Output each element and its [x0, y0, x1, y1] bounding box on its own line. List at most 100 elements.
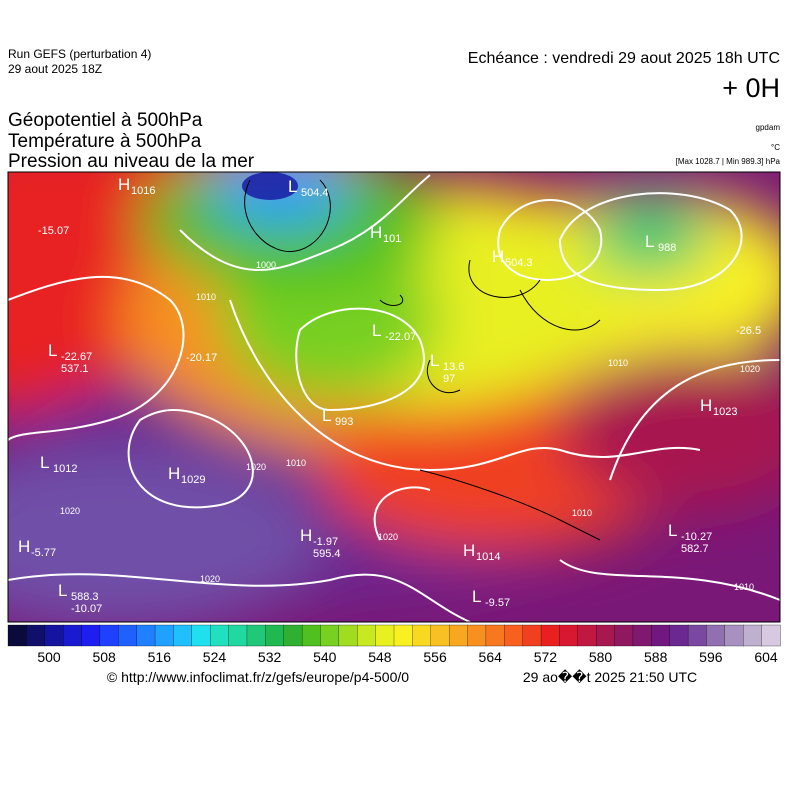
run: Run GEFS (perturbation 4): [8, 47, 151, 61]
pressure-center-value: 993: [335, 416, 353, 428]
isobar-label: 1010: [286, 458, 306, 468]
colorbar-swatch: [81, 624, 101, 647]
colorbar-swatch: [44, 624, 64, 647]
pressure-center-value: 97: [443, 373, 455, 385]
colorbar-swatch: [724, 624, 744, 647]
isobar-label: 1010: [572, 508, 592, 518]
pressure-center-letter: H: [300, 526, 312, 545]
pressure-center-value: 988: [658, 242, 676, 254]
colorbar-swatch: [540, 624, 561, 647]
colorbar-swatch: [412, 624, 432, 647]
colorbar-swatch: [485, 624, 505, 647]
colorbar-swatch: [210, 624, 230, 647]
pressure-center-value: 504.3: [505, 257, 533, 269]
isobar-label: 1020: [60, 506, 80, 516]
field: Géopotentiel à 500hPa: [8, 110, 203, 131]
temperature-label: -15.07: [38, 225, 69, 237]
colorbar-swatch: [467, 624, 487, 647]
colorbar-tick-label: 564: [479, 649, 503, 665]
colorbar-swatch: [265, 624, 285, 647]
colorbar-swatch: [338, 624, 358, 647]
colorbar-tick-label: 580: [589, 649, 613, 665]
field: Température à 500hPa: [8, 131, 202, 152]
pressure-center-letter: L: [430, 351, 439, 370]
temperature-label: -26.5: [736, 325, 761, 337]
colorbar-tick-label: 524: [203, 649, 227, 665]
isobar-label: 1010: [608, 358, 628, 368]
colorbar-swatch: [320, 624, 340, 647]
pressure-center-value: -22.07: [385, 331, 416, 343]
colorbar-swatch: [393, 624, 414, 647]
colorbar-tick-label: 556: [423, 649, 447, 665]
colorbar-swatch: [228, 624, 248, 647]
map: [8, 172, 780, 622]
pressure-center-value: 1029: [181, 474, 205, 486]
pressure-center-letter: L: [322, 406, 331, 425]
pressure-center-value: 1012: [53, 463, 77, 475]
pressure-center-letter: H: [492, 247, 504, 266]
colorbar-swatch: [614, 624, 634, 647]
offset: + 0H: [722, 73, 780, 103]
colorbar-swatch: [761, 624, 781, 647]
colorbar-swatch: [651, 624, 671, 647]
range: [Max 1028.7 | Min 989.3] hPa: [676, 157, 781, 166]
colorbar-tick-label: 596: [699, 649, 723, 665]
pressure-center-letter: L: [668, 521, 677, 540]
unit: gpdam: [756, 123, 781, 132]
pressure-center-letter: L: [645, 232, 654, 251]
colorbar-swatch: [669, 624, 689, 647]
colorbar-tick-label: 508: [92, 649, 116, 665]
colorbar-tick-label: 588: [644, 649, 668, 665]
pressure-center-value: 537.1: [61, 363, 89, 375]
colorbar-swatch: [136, 624, 156, 647]
pressure-center-value: 13.6: [443, 361, 464, 373]
colorbar-tick-label: 604: [754, 649, 778, 665]
colorbar-swatch: [118, 624, 138, 647]
colorbar-swatch: [706, 624, 726, 647]
pressure-center-value: 588.3: [71, 591, 99, 603]
pressure-center-letter: H: [700, 396, 712, 415]
colorbar-swatch: [62, 624, 83, 647]
echeance: Echéance : vendredi 29 aout 2025 18h UTC: [468, 50, 780, 67]
isobar-label: 1000: [256, 260, 276, 270]
map-frame: [7, 171, 781, 623]
isobar-label: 1010: [734, 582, 754, 592]
pressure-center-letter: H: [168, 464, 180, 483]
pressure-center-value: 1016: [131, 185, 155, 197]
pressure-center-letter: H: [18, 537, 30, 556]
colorbar-tick-label: 500: [37, 649, 61, 665]
colorbar-tick-label: 548: [368, 649, 392, 665]
pressure-center-letter: H: [463, 541, 475, 560]
pressure-center-value: -1.97: [313, 536, 338, 548]
colorbar-swatch: [522, 624, 542, 647]
field: Pression au niveau de la mer: [8, 151, 255, 172]
source: © http://www.infoclimat.fr/z/gefs/europe…: [107, 669, 409, 685]
pressure-center-value: -10.07: [71, 603, 102, 615]
pressure-center-value: 595.4: [313, 548, 341, 560]
pressure-center-value: -22.67: [61, 351, 92, 363]
colorbar-swatch: [559, 624, 579, 647]
isobar-label: 1020: [200, 574, 220, 584]
colorbar-swatch: [99, 624, 119, 647]
pressure-center-letter: L: [40, 453, 49, 472]
pressure-center-value: 1014: [476, 551, 500, 563]
run-date: 29 aout 2025 18Z: [8, 62, 102, 76]
colorbar-swatch: [430, 624, 450, 647]
pressure-center-value: -10.27: [681, 531, 712, 543]
colorbar-swatch: [173, 624, 193, 647]
colorbar-swatch: [448, 624, 469, 647]
colorbar-swatch: [26, 624, 46, 647]
temperature-label: -20.17: [186, 352, 217, 364]
isobar-label: 1020: [378, 532, 398, 542]
pressure-center-value: 1023: [713, 406, 737, 418]
colorbar-tick-label: 532: [258, 649, 282, 665]
colorbar-tick-label: 572: [534, 649, 558, 665]
colorbar-swatch: [357, 624, 377, 647]
pressure-center-value: 101: [383, 233, 401, 245]
isobar-label: 1020: [246, 462, 266, 472]
colorbar-swatch: [504, 624, 524, 647]
unit: °C: [771, 143, 780, 152]
colorbar-swatch: [283, 624, 303, 647]
pressure-center-letter: L: [472, 587, 481, 606]
